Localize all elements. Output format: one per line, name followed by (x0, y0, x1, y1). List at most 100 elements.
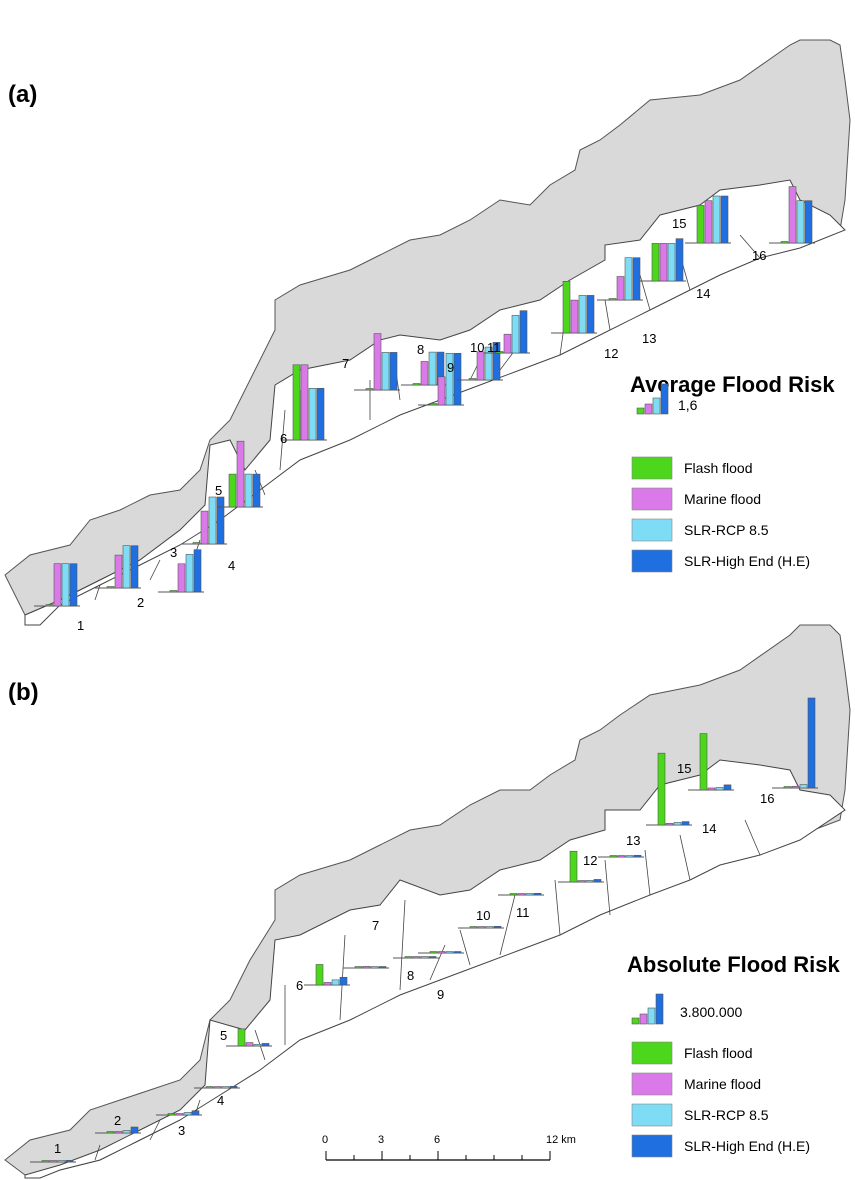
legend-swatch-marine-flood (631, 1072, 673, 1096)
panel-b-municipality-label-4: 4 (217, 1093, 224, 1108)
panel-b-bar-m7-flash-flood (354, 966, 363, 969)
legend-item-label: Marine flood (684, 491, 761, 507)
panel-a-bar-m11-marine-flood (503, 333, 512, 354)
panel-a-bar-m6-flash-flood (292, 364, 301, 441)
panel-b-bar-m7-marine-flood (362, 965, 371, 969)
panel-b-bar-m12-slr-rcp-8-5 (585, 879, 594, 883)
panel-b-bar-m8-slr-rcp-8-5 (420, 956, 429, 959)
panel-a-bar-m5-slr-high-end-h-e- (252, 473, 261, 508)
panel-b-bar-m14-slr-high-end-h-e- (681, 821, 690, 826)
legend-item-label: SLR-RCP 8.5 (684, 522, 769, 538)
legend-item-label: Flash flood (684, 1045, 752, 1061)
panel-a-bar-m3-flash-flood (169, 590, 178, 593)
panel-a-bar-m14-slr-high-end-h-e- (675, 238, 684, 282)
panel-a-bar-m7-slr-high-end-h-e- (389, 352, 398, 391)
panel-b-municipality-label-14: 14 (702, 821, 716, 836)
panel-b-bar-m1-flash-flood (41, 1160, 50, 1163)
panel-a-bar-m3-slr-high-end-h-e- (193, 549, 202, 593)
panel-a-bar-m14-slr-rcp-8-5 (667, 243, 676, 282)
panel-a-bar-m7-slr-rcp-8-5 (381, 352, 390, 391)
panel-b-bar-m4-slr-rcp-8-5 (221, 1086, 230, 1089)
panel-a-bar-m1-slr-rcp-8-5 (61, 563, 70, 607)
panel-b-bar-m6-marine-flood (323, 982, 332, 986)
panel-a-bar-m15-slr-rcp-8-5 (712, 195, 721, 244)
panel-a-bar-m4-flash-flood (192, 542, 201, 545)
panel-b-bar-m13-slr-high-end-h-e- (633, 854, 642, 858)
panel-a-bar-m11-slr-rcp-8-5 (511, 315, 520, 354)
scale-bar-label-6: 6 (434, 1134, 440, 1146)
panel-b-bar-m5-flash-flood (237, 1028, 246, 1047)
panel-b-municipality-label-16: 16 (760, 791, 774, 806)
panel-b-municipality-label-15: 15 (677, 761, 691, 776)
panel-b-bar-m10-marine-flood (477, 926, 486, 929)
panel-a-label: (a) (8, 81, 37, 108)
legend-swatch-flash-flood (631, 1041, 673, 1065)
panel-a-bar-m2-marine-flood (114, 554, 123, 589)
panel-a-bar-m8-flash-flood (412, 383, 421, 386)
panel-a-bar-m4-marine-flood (200, 510, 209, 545)
panel-b-municipality-label-8: 8 (407, 968, 414, 983)
panel-b-bar-m11-slr-rcp-8-5 (525, 893, 534, 896)
panel-a-bar-m10-slr-high-end-h-e- (492, 342, 501, 381)
panel-b-bar-m2-marine-flood (114, 1131, 123, 1134)
legend-sample-bar-2 (647, 1007, 656, 1025)
legend-swatch-marine-flood (631, 487, 673, 511)
panel-a-bar-m10-marine-flood (476, 351, 485, 381)
panel-b-bar-m14-slr-rcp-8-5 (673, 822, 682, 826)
panel-a-bar-m11-flash-flood (495, 351, 504, 354)
panel-b-municipality-label-3: 3 (178, 1123, 185, 1138)
panel-b-legend: Absolute Flood Risk 3.800.000 Flash floo… (627, 952, 840, 1158)
legend-item-label: Marine flood (684, 1076, 761, 1092)
panel-b-municipality-label-6: 6 (296, 978, 303, 993)
panel-a-bar-m13-marine-flood (616, 276, 625, 301)
panel-a-municipality-label-7: 7 (342, 356, 349, 371)
panel-a-bar-m5-flash-flood (228, 473, 237, 508)
panel-a-bar-m10-flash-flood (468, 378, 477, 381)
panel-a-bar-m12-flash-flood (562, 280, 571, 334)
panel-a-bar-m9-slr-rcp-8-5 (445, 352, 454, 406)
panel-a-bar-m5-marine-flood (236, 440, 245, 508)
panel-a-bar-m16-slr-rcp-8-5 (796, 200, 805, 244)
panel-b-bar-m9-slr-high-end-h-e- (453, 951, 462, 954)
panel-b-bar-m8-slr-high-end-h-e- (428, 956, 437, 959)
panel-a-municipality-label-16: 16 (752, 248, 766, 263)
panel-a-bar-m1-marine-flood (53, 563, 62, 607)
panel-b-legend-items: Flash flood Marine flood SLR-RCP 8.5 SLR-Hi… (631, 1041, 810, 1158)
panel-a-bar-m2-slr-high-end-h-e- (130, 545, 139, 589)
panel-b-bar-charts (30, 697, 818, 1163)
panel-a-municipality-label-11: 11 (487, 340, 501, 355)
scale-bar-label-0: 0 (322, 1134, 328, 1146)
legend-sample-bar-0 (631, 1017, 640, 1025)
panel-b-bar-m4-slr-high-end-h-e- (229, 1085, 238, 1089)
panel-b-municipality-label-12: 12 (583, 853, 597, 868)
panel-a-municipality-label-12: 12 (604, 346, 618, 361)
panel-b-bar-m1-slr-rcp-8-5 (57, 1160, 66, 1163)
panel-a-bar-m15-slr-high-end-h-e- (720, 195, 729, 244)
legend-item-label: SLR-RCP 8.5 (684, 1107, 769, 1123)
panel-b-legend-scale-value: 3.800.000 (680, 1004, 742, 1020)
panel-b-bar-m3-slr-high-end-h-e- (191, 1110, 200, 1116)
panel-b-bar-m7-slr-rcp-8-5 (370, 966, 379, 969)
panel-b-bar-m2-flash-flood (106, 1131, 115, 1134)
panel-b-bar-m12-flash-flood (569, 850, 578, 883)
panel-b-bar-m16-flash-flood (783, 786, 792, 789)
panel-b-bar-m3-slr-rcp-8-5 (183, 1112, 192, 1116)
panel-a-bar-m1-slr-high-end-h-e- (69, 563, 78, 607)
panel-b-bar-m15-slr-rcp-8-5 (715, 787, 724, 791)
panel-a-legend-items: Flash flood Marine flood SLR-RCP 8.5 SLR-Hi… (631, 456, 810, 573)
panel-a-municipality-label-10: 10 (470, 340, 484, 355)
panel-b-bar-m4-flash-flood (205, 1086, 214, 1089)
panel-b-bar-m9-slr-rcp-8-5 (445, 951, 454, 954)
legend-swatch-slr-high-end-h-e- (631, 1134, 673, 1158)
legend-sample-bar-1 (644, 403, 653, 415)
panel-b-bar-m1-marine-flood (49, 1160, 58, 1163)
panel-b-bar-m9-flash-flood (429, 951, 438, 954)
panel-a-bar-m16-flash-flood (780, 241, 789, 244)
panel-a-bar-m6-marine-flood (300, 364, 309, 441)
panel-b-legend-title: Absolute Flood Risk (627, 952, 840, 977)
panel-b-bar-m12-slr-high-end-h-e- (593, 879, 602, 883)
panel-a-bar-m1-flash-flood (45, 604, 54, 607)
scale-bar-label-12: 12 km (546, 1134, 576, 1146)
